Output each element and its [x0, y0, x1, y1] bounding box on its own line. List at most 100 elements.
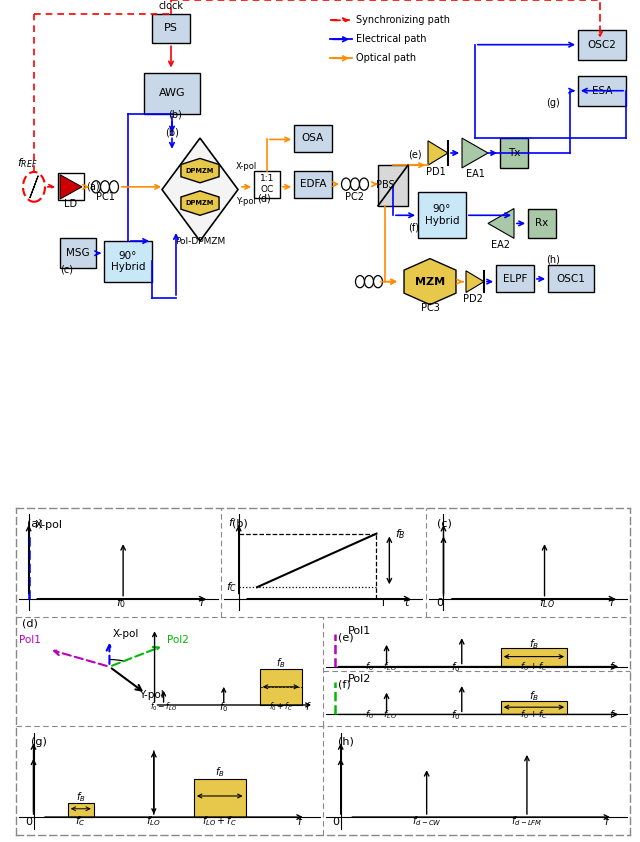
Bar — [578, 29, 626, 60]
Text: $f$: $f$ — [305, 700, 311, 711]
Text: $f_0$: $f_0$ — [451, 708, 460, 722]
Text: 0: 0 — [25, 817, 32, 827]
Bar — [501, 648, 567, 667]
Text: $f_B$: $f_B$ — [215, 765, 225, 780]
Polygon shape — [466, 271, 484, 292]
Circle shape — [355, 275, 365, 288]
Text: 90°
Hybrid: 90° Hybrid — [111, 251, 145, 272]
Text: OSC2: OSC2 — [588, 40, 616, 50]
Text: (b): (b) — [168, 109, 182, 120]
Bar — [144, 73, 200, 114]
Text: $f_{REF}$: $f_{REF}$ — [17, 157, 38, 170]
Text: $t$: $t$ — [404, 596, 411, 608]
Bar — [501, 701, 567, 714]
Text: Pol2: Pol2 — [166, 635, 188, 645]
Text: Electrical path: Electrical path — [356, 35, 426, 45]
Polygon shape — [162, 138, 238, 241]
Text: MSG: MSG — [66, 248, 90, 258]
Text: DPMZM: DPMZM — [186, 168, 214, 173]
Text: (e): (e) — [339, 632, 354, 642]
Text: $f_0$: $f_0$ — [451, 660, 460, 674]
Text: $f$: $f$ — [228, 516, 235, 528]
Text: $f_{d-LFM}$: $f_{d-LFM}$ — [511, 815, 543, 829]
Text: $f$: $f$ — [297, 815, 304, 827]
Text: AWG: AWG — [159, 88, 186, 99]
Bar — [254, 171, 280, 198]
Text: Pol2: Pol2 — [348, 674, 371, 685]
Bar — [378, 165, 408, 205]
Text: $f_{LO}$: $f_{LO}$ — [147, 815, 161, 829]
Text: PS: PS — [164, 24, 178, 34]
Text: X-pol: X-pol — [236, 162, 257, 171]
Bar — [548, 265, 594, 292]
Text: (d): (d) — [22, 619, 38, 628]
Text: 0: 0 — [332, 817, 339, 827]
Bar — [152, 13, 190, 43]
Text: (c): (c) — [60, 264, 73, 274]
Text: $f_0$: $f_0$ — [219, 700, 228, 713]
Bar — [294, 171, 332, 198]
Text: (b): (b) — [165, 127, 179, 137]
Text: $f_0-f_{LO}$: $f_0-f_{LO}$ — [150, 701, 177, 713]
Circle shape — [342, 178, 351, 190]
Text: (e): (e) — [408, 149, 422, 159]
Text: $f_0+f_C$: $f_0+f_C$ — [269, 701, 293, 713]
Text: EA1: EA1 — [465, 169, 484, 179]
Text: $f$: $f$ — [609, 708, 616, 720]
Circle shape — [23, 172, 45, 202]
Text: Tx: Tx — [508, 148, 520, 158]
Text: (h): (h) — [546, 254, 560, 264]
Circle shape — [374, 275, 383, 288]
Text: $f_C$: $f_C$ — [226, 580, 237, 594]
Bar — [500, 138, 528, 168]
Text: $f_{d-CW}$: $f_{d-CW}$ — [412, 815, 442, 829]
Text: Pol-DPMZM: Pol-DPMZM — [175, 237, 225, 246]
Text: (g): (g) — [546, 98, 560, 108]
Circle shape — [351, 178, 360, 190]
Text: $f_{LO}+f_C$: $f_{LO}+f_C$ — [202, 815, 237, 829]
Text: X-pol: X-pol — [35, 520, 62, 530]
Text: Pol1: Pol1 — [348, 626, 371, 637]
Bar — [260, 669, 302, 705]
Text: MZM: MZM — [415, 277, 445, 286]
Text: $f$: $f$ — [609, 596, 616, 608]
Text: $f_0+f_C$: $f_0+f_C$ — [520, 661, 548, 674]
Circle shape — [109, 181, 118, 193]
Text: $f$: $f$ — [609, 660, 616, 672]
Bar — [578, 76, 626, 105]
Text: Pol1: Pol1 — [19, 635, 41, 645]
Circle shape — [360, 178, 369, 190]
Text: $f_{LO}$: $f_{LO}$ — [539, 596, 555, 610]
Text: Y-pol: Y-pol — [236, 197, 256, 206]
Polygon shape — [488, 209, 514, 238]
Polygon shape — [428, 141, 448, 165]
Text: (f): (f) — [408, 222, 419, 232]
Circle shape — [92, 181, 100, 193]
Text: (f): (f) — [339, 679, 351, 690]
Text: ELPF: ELPF — [503, 274, 527, 284]
Text: $f_C$: $f_C$ — [76, 815, 86, 829]
Bar — [528, 209, 556, 238]
Text: OSC1: OSC1 — [557, 274, 586, 284]
Text: Y-pol: Y-pol — [140, 690, 164, 701]
Bar — [104, 241, 152, 281]
Text: $f_B$: $f_B$ — [76, 790, 86, 804]
Bar — [294, 125, 332, 152]
Text: Rx: Rx — [536, 218, 548, 228]
Text: PD1: PD1 — [426, 167, 446, 177]
Text: PC3: PC3 — [420, 303, 440, 313]
Text: (a): (a) — [27, 519, 43, 528]
Text: OSA: OSA — [302, 133, 324, 143]
Text: $f_0-f_{LO}$: $f_0-f_{LO}$ — [365, 661, 397, 674]
Bar — [418, 192, 466, 238]
Text: LD: LD — [65, 200, 77, 209]
Text: (a): (a) — [86, 182, 100, 192]
Text: PD2: PD2 — [463, 294, 483, 304]
Text: (c): (c) — [436, 519, 452, 528]
Text: PC1: PC1 — [95, 192, 115, 202]
Text: X-pol: X-pol — [113, 629, 139, 639]
Text: $f$: $f$ — [198, 596, 206, 608]
Text: Synchronizing path: Synchronizing path — [356, 15, 450, 25]
Text: $f_B$: $f_B$ — [529, 637, 539, 651]
Text: EDFA: EDFA — [300, 179, 326, 189]
